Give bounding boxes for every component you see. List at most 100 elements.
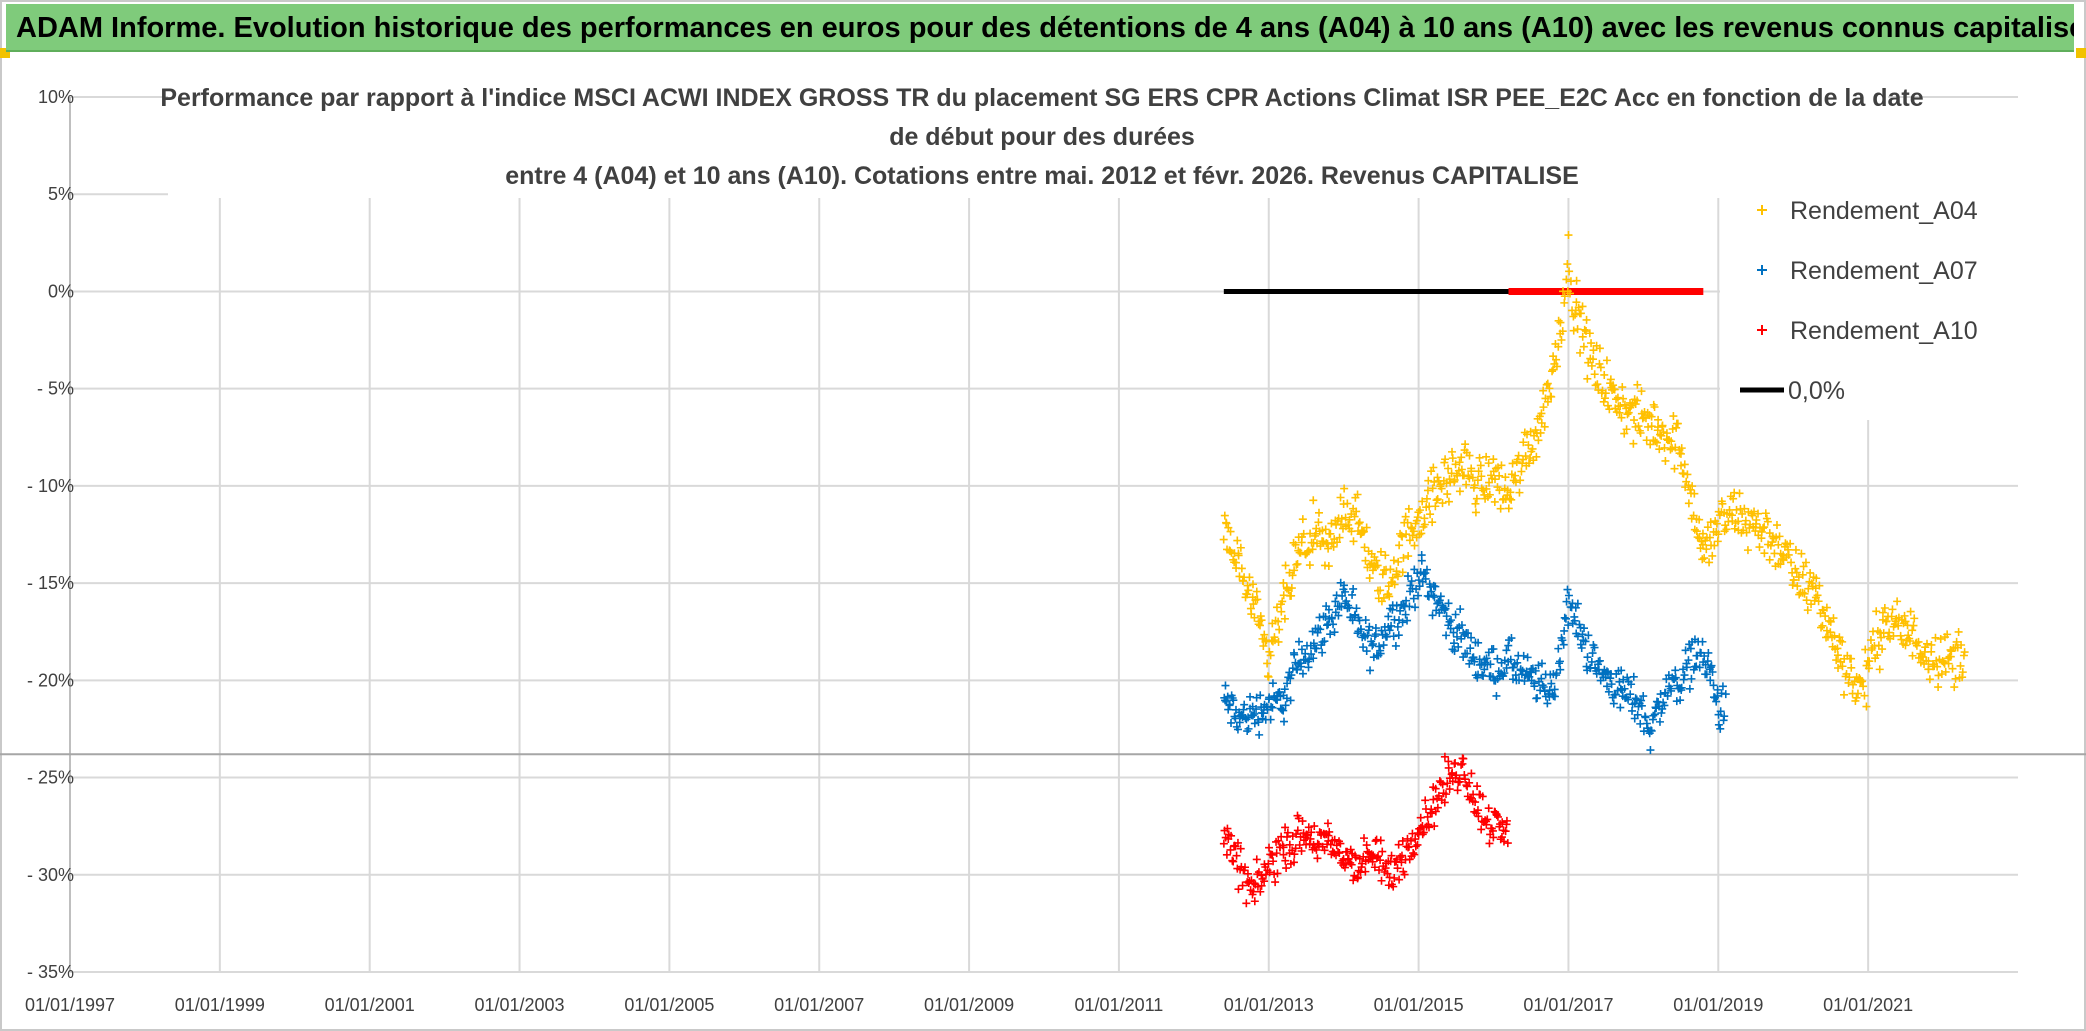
data-point	[1685, 684, 1694, 693]
data-point	[1627, 680, 1636, 689]
data-point	[1698, 540, 1707, 549]
chart-legend[interactable]: Rendement_A04 Rendement_A07 Rendement_A10 0…	[1720, 182, 2020, 420]
data-point	[1443, 779, 1452, 788]
data-point	[1340, 863, 1349, 872]
data-point	[1654, 415, 1663, 424]
data-point	[1329, 620, 1338, 629]
data-point	[1397, 858, 1406, 867]
data-point	[1323, 819, 1332, 828]
data-point	[1661, 456, 1670, 465]
data-point	[1404, 552, 1413, 561]
legend-label: Rendement_A10	[1790, 317, 1978, 345]
data-point	[1449, 628, 1458, 637]
data-point	[1334, 611, 1343, 620]
data-point	[1264, 859, 1273, 868]
data-point	[1261, 637, 1270, 646]
data-point	[1490, 497, 1499, 506]
data-point	[1565, 289, 1574, 298]
data-point	[1515, 676, 1524, 685]
data-point	[1321, 525, 1330, 534]
data-point	[1538, 681, 1547, 690]
data-point	[1667, 437, 1676, 446]
data-point	[1620, 429, 1629, 438]
data-point	[1545, 384, 1554, 393]
data-point	[1509, 663, 1518, 672]
data-point	[1440, 752, 1449, 761]
data-point	[1741, 516, 1750, 525]
data-point	[1503, 839, 1512, 848]
data-point	[1560, 292, 1569, 301]
legend-label: Rendement_A07	[1790, 257, 1978, 285]
data-point	[1337, 514, 1346, 523]
data-point	[1669, 412, 1678, 421]
data-point	[1359, 527, 1368, 536]
data-point	[1361, 556, 1370, 565]
corner-accent-right	[2076, 48, 2086, 58]
data-point	[1564, 591, 1573, 600]
data-point	[1633, 396, 1642, 405]
data-point	[1612, 395, 1621, 404]
data-point	[1235, 572, 1244, 581]
x-tick-label: 01/01/2009	[924, 995, 1014, 1015]
data-point	[1615, 408, 1624, 417]
data-point	[1885, 628, 1894, 637]
data-point	[1231, 714, 1240, 723]
data-point	[1416, 823, 1425, 832]
data-point	[1243, 590, 1252, 599]
data-point	[1440, 798, 1449, 807]
data-point	[1345, 515, 1354, 524]
title-line: entre 4 (A04) et 10 ans (A10). Cotations…	[505, 162, 1579, 190]
data-point	[1448, 454, 1457, 463]
data-point	[1700, 554, 1709, 563]
data-point	[1264, 672, 1273, 681]
data-point	[1345, 603, 1354, 612]
data-point	[1706, 518, 1715, 527]
data-point	[1249, 887, 1258, 896]
data-point	[1565, 267, 1574, 276]
data-point	[1329, 542, 1338, 551]
data-point	[1444, 464, 1453, 473]
data-point	[1573, 599, 1582, 608]
data-point	[1274, 617, 1283, 626]
data-point	[1788, 581, 1797, 590]
data-point	[1435, 596, 1444, 605]
data-point	[1818, 621, 1827, 630]
data-point	[1588, 649, 1597, 658]
data-point	[1927, 640, 1936, 649]
data-point	[1470, 657, 1479, 666]
data-point	[1493, 654, 1502, 663]
legend-swatch-marker	[1757, 325, 1767, 335]
data-point	[1348, 616, 1357, 625]
data-point	[1269, 857, 1278, 866]
data-point	[1257, 871, 1266, 880]
title-backdrop	[168, 78, 1888, 198]
data-point	[1872, 607, 1881, 616]
data-point	[1486, 660, 1495, 669]
data-point	[1293, 559, 1302, 568]
data-point	[1288, 571, 1297, 580]
data-point	[1333, 848, 1342, 857]
data-point	[1403, 616, 1412, 625]
data-point	[1650, 402, 1659, 411]
data-point	[1634, 422, 1643, 431]
data-point	[1411, 842, 1420, 851]
data-point	[1426, 510, 1435, 519]
data-point	[1718, 499, 1727, 508]
data-point	[1356, 625, 1365, 634]
x-tick-label: 01/01/2011	[1075, 995, 1164, 1015]
data-point	[1720, 712, 1729, 721]
data-point	[1563, 585, 1572, 594]
data-point	[1539, 386, 1548, 395]
data-point	[1954, 627, 1963, 636]
data-point	[1925, 675, 1934, 684]
data-point	[1952, 637, 1961, 646]
data-point	[1698, 529, 1707, 538]
y-tick-label: - 5%	[37, 379, 74, 399]
data-point	[1223, 824, 1232, 833]
data-point	[1467, 769, 1476, 778]
data-point	[1860, 691, 1869, 700]
data-point	[1349, 876, 1358, 885]
data-point	[1457, 760, 1466, 769]
data-point	[1279, 850, 1288, 859]
data-point	[1601, 673, 1610, 682]
